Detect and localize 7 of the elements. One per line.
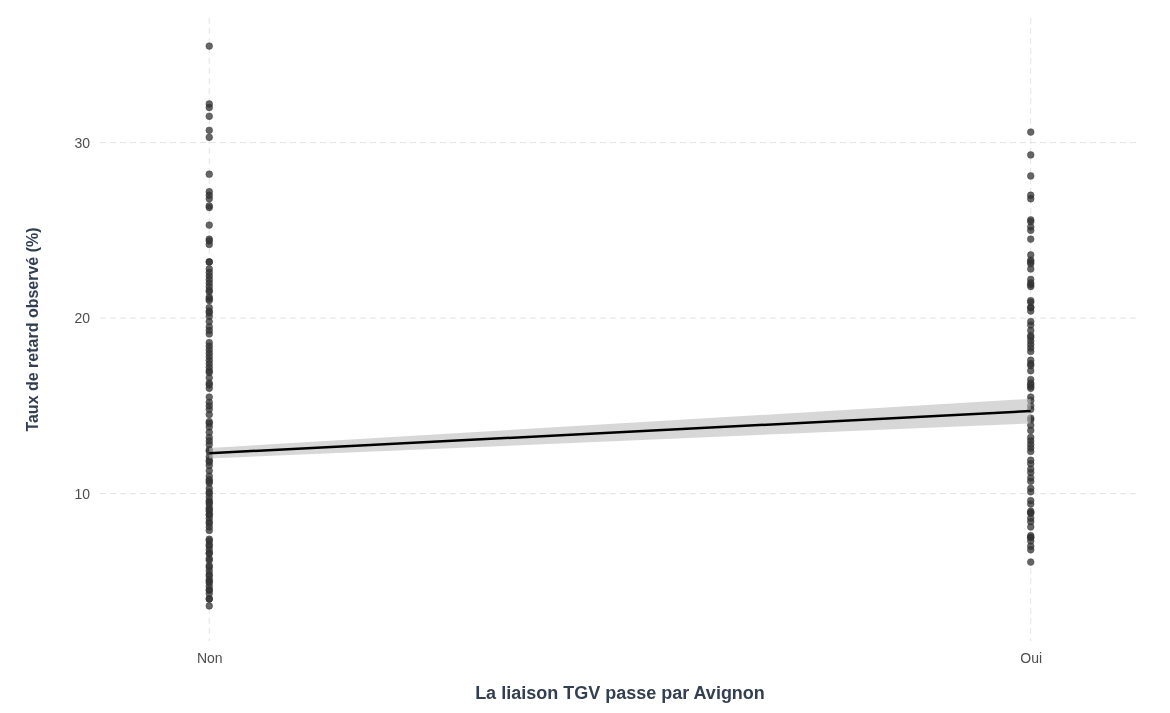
y-axis-title: Taux de retard observé (%) bbox=[24, 227, 41, 432]
x-tick-label: Oui bbox=[1020, 649, 1043, 666]
x-tick-label: Non bbox=[196, 649, 223, 666]
y-tick-label: 20 bbox=[74, 310, 91, 327]
x-axis-title: La liaison TGV passe par Avignon bbox=[475, 683, 765, 703]
y-tick-label: 10 bbox=[74, 485, 91, 502]
y-tick-label: 30 bbox=[74, 134, 91, 151]
